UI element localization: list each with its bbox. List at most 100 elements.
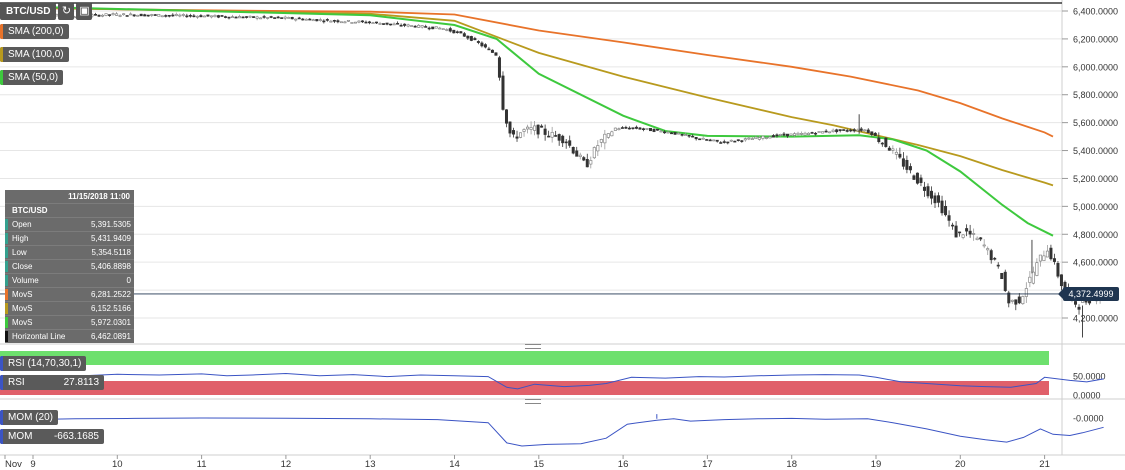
candle-body (596, 145, 600, 152)
candle (519, 132, 523, 139)
candle (1031, 266, 1035, 285)
sma-200-label[interactable]: SMA (200,0) (0, 24, 69, 39)
candle (378, 21, 382, 25)
x-tick-label: 9 (30, 459, 35, 470)
candle-body (740, 140, 744, 142)
candle-body (329, 20, 333, 23)
candle (438, 26, 442, 30)
candle (543, 124, 547, 141)
candle-body (1014, 299, 1018, 305)
candle (185, 13, 189, 18)
candle-body (677, 132, 681, 135)
candle-body (687, 134, 691, 137)
mom-panel[interactable] (28, 414, 1104, 447)
candle (445, 28, 449, 32)
candle-body (648, 128, 652, 132)
refresh-icon[interactable]: ↻ (58, 3, 75, 20)
candle (800, 131, 804, 136)
sma-50-label[interactable]: SMA (50,0) (0, 70, 64, 85)
candle-body (171, 14, 175, 17)
mom-title-label[interactable]: MOM (20) (0, 410, 58, 425)
candle (360, 20, 364, 24)
candle-body (483, 44, 487, 48)
symbol-selector[interactable]: BTC/USD (0, 3, 57, 20)
candle-body (448, 28, 452, 32)
candle (280, 17, 284, 19)
candle (599, 138, 603, 148)
candle (670, 132, 674, 135)
candlesticks[interactable] (27, 10, 1102, 338)
candle (972, 228, 976, 241)
rsi-title-label[interactable]: RSI (14,70,30,1) (0, 356, 87, 371)
candle (937, 192, 941, 208)
candle-body (852, 129, 856, 132)
candle (641, 127, 645, 132)
candle (227, 16, 231, 20)
candle (863, 129, 867, 132)
candle (1014, 299, 1018, 311)
candle (708, 138, 712, 142)
candle-body (972, 233, 976, 235)
candle-body (793, 133, 797, 136)
candle-body (887, 147, 891, 151)
info-row-marker (5, 275, 8, 286)
info-row-marker (5, 289, 8, 300)
candle (529, 121, 533, 135)
candle-body (842, 129, 846, 131)
rsi-panel[interactable] (0, 351, 1104, 395)
candle (206, 14, 210, 17)
candle (585, 153, 589, 168)
candle-body (656, 128, 660, 131)
candle (417, 24, 421, 28)
candle (993, 256, 997, 261)
candle (223, 15, 227, 19)
rsi-value-label: RSI 27.8113 (0, 375, 104, 390)
candle (810, 131, 814, 134)
candle-body (167, 14, 171, 17)
candle-body (301, 18, 305, 21)
candle (852, 128, 856, 133)
candle-body (403, 23, 407, 26)
candle (1042, 250, 1046, 262)
candle (301, 18, 305, 21)
sma-100-label[interactable]: SMA (100,0) (0, 47, 69, 62)
candle-body (670, 132, 674, 135)
candle-body (308, 18, 312, 21)
candle (216, 14, 220, 19)
candle-body (845, 130, 849, 132)
candle (115, 11, 119, 16)
candle (1074, 300, 1078, 308)
candle (238, 14, 242, 19)
candle-body (937, 195, 941, 203)
candle (469, 35, 473, 42)
candle-body (434, 26, 438, 29)
candle-body (743, 138, 747, 141)
candle (304, 18, 308, 21)
candle-body (568, 140, 572, 146)
candle-body (238, 16, 242, 19)
candle-body (336, 20, 340, 23)
candle (866, 128, 870, 134)
candle-body (705, 139, 709, 141)
candle-body (1049, 247, 1053, 260)
candle (926, 183, 930, 199)
candle-body (1007, 292, 1011, 304)
candle-body (757, 137, 761, 140)
candle-body (367, 21, 371, 24)
candle (673, 132, 677, 135)
candle-body (392, 23, 396, 26)
candle (167, 14, 171, 18)
camera-icon[interactable]: ▣ (76, 3, 93, 20)
rsi-resize-handle[interactable] (525, 344, 541, 349)
candle-body (357, 20, 361, 23)
candle (631, 127, 635, 130)
candle-body (634, 126, 638, 129)
candle (645, 128, 649, 131)
rsi-title-text: RSI (14,70,30,1) (8, 358, 82, 369)
candle (617, 127, 621, 131)
mom-resize-handle[interactable] (525, 399, 541, 404)
candle (466, 35, 470, 40)
candle-body (512, 130, 516, 135)
